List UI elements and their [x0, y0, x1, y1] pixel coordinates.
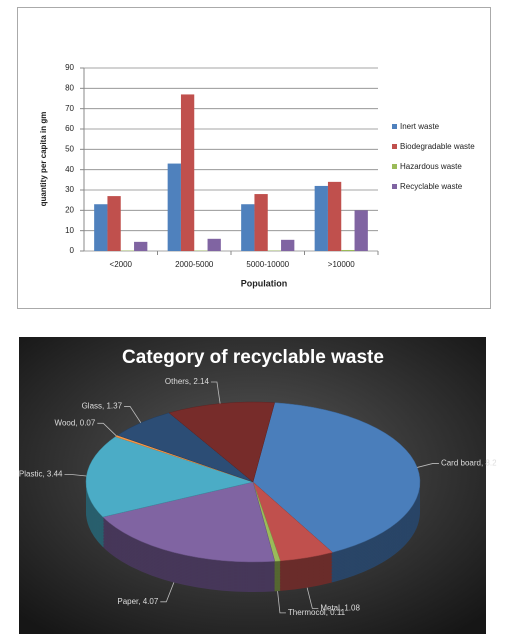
y-tick-label: 70 — [65, 104, 74, 113]
legend-label: Hazardous waste — [400, 162, 462, 171]
bar-chart-frame — [17, 7, 491, 309]
x-tick-label: 2000-5000 — [175, 260, 214, 269]
bar — [354, 210, 368, 251]
bar — [94, 204, 108, 251]
leader-line — [97, 422, 117, 437]
legend-label: Biodegradable waste — [400, 142, 475, 151]
slice-label: Card board, 8.2 — [441, 459, 497, 468]
x-axis-label: Population — [241, 278, 288, 288]
bar — [207, 238, 221, 251]
slice-label: Paper, 4.07 — [117, 597, 158, 606]
x-tick-label: 5000-10000 — [246, 260, 289, 269]
y-tick-label: 30 — [65, 185, 74, 194]
leader-line — [417, 463, 439, 468]
leader-line — [210, 381, 221, 404]
slice — [168, 401, 275, 483]
y-tick-label: 60 — [65, 124, 74, 133]
y-tick-label: 80 — [65, 83, 74, 92]
bar — [241, 204, 255, 251]
legend-swatch — [392, 144, 397, 149]
leader-line — [306, 587, 319, 609]
slice-label: Others, 2.14 — [165, 377, 210, 386]
bar — [107, 196, 121, 251]
legend-label: Inert waste — [400, 122, 440, 131]
slice-label: Glass, 1.37 — [82, 402, 123, 411]
leader-line — [277, 591, 286, 614]
leader-line — [64, 473, 87, 477]
legend-swatch — [392, 184, 397, 189]
bar — [314, 185, 328, 251]
leader-line — [160, 582, 175, 603]
x-tick-label: <2000 — [110, 260, 133, 269]
x-tick-label: >10000 — [328, 260, 355, 269]
bar — [134, 241, 148, 251]
slice — [85, 436, 254, 518]
legend-swatch — [392, 124, 397, 129]
slice — [102, 481, 276, 563]
y-tick-label: 10 — [65, 226, 74, 235]
bar — [281, 239, 295, 251]
slice-label: Wood, 0.07 — [55, 418, 96, 427]
legend-swatch — [392, 164, 397, 169]
y-tick-label: 40 — [65, 165, 74, 174]
leader-line — [124, 406, 142, 423]
bar — [167, 163, 181, 251]
bar — [341, 249, 355, 251]
bar — [254, 194, 268, 251]
y-tick-label: 90 — [65, 63, 74, 72]
y-axis-label: quantity per capita in gm — [39, 112, 48, 207]
y-tick-label: 20 — [65, 205, 74, 214]
chart-title: Category of recyclable waste — [122, 347, 384, 368]
y-tick-label: 0 — [70, 246, 75, 255]
bar — [327, 181, 342, 251]
bar — [180, 94, 195, 251]
slice-label: Thermocol, 0.11 — [288, 608, 346, 617]
legend-label: Recyclable waste — [400, 182, 463, 191]
y-tick-label: 50 — [65, 144, 74, 153]
slice-label: Plastic, 3.44 — [19, 469, 63, 478]
slice-label: Metal, 1.08 — [320, 604, 360, 613]
